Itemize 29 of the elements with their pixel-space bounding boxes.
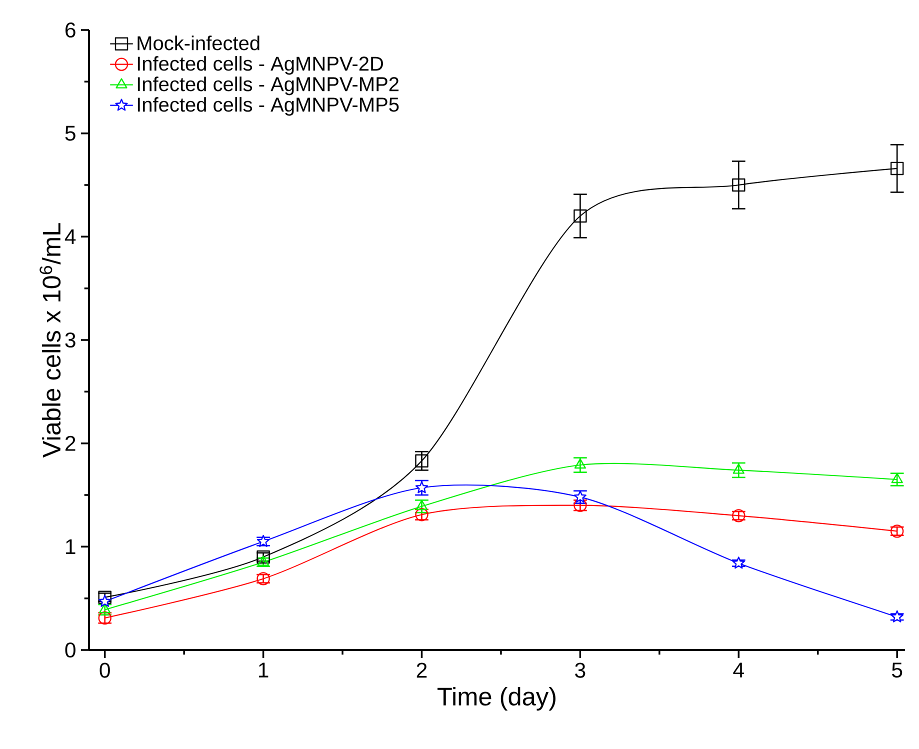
point: [732, 178, 746, 192]
x-tick-label: 0: [100, 662, 110, 678]
point: [574, 458, 586, 469]
y-axis-title: Viable cells x 10$^{6}$/mL: [40, 223, 61, 458]
point: [415, 454, 428, 468]
point: [416, 500, 428, 510]
point: [732, 464, 744, 474]
x-tick-label: 2: [416, 662, 427, 678]
legend-label: Infected cells - AgMNPV-2D: [138, 56, 383, 75]
y-tick-label: 4: [64, 229, 76, 244]
x-tick-label: 1: [258, 662, 268, 678]
y-tick-label: 3: [65, 332, 76, 348]
x-tick-label: 4: [733, 662, 744, 678]
x-tick-label: 5: [892, 662, 902, 678]
point: [890, 610, 904, 622]
y-tick-label: 2: [65, 436, 76, 451]
point: [98, 594, 112, 607]
y-tick-label: 1: [66, 539, 76, 554]
point: [732, 556, 745, 569]
legend-label: Mock-infected: [138, 36, 260, 50]
legend-label: Infected cells - AgMNPV-MP2: [138, 76, 399, 96]
point: [574, 209, 587, 223]
legend-label: Infected cells - AgMNPV-MP5: [138, 97, 399, 116]
y-tick-label: 5: [65, 126, 76, 141]
x-axis-title: Time (day): [438, 686, 556, 711]
y-tick-label: 6: [66, 22, 76, 38]
point: [890, 162, 904, 176]
y-tick-label: 0: [65, 642, 76, 658]
x-tick-label: 3: [575, 662, 586, 678]
